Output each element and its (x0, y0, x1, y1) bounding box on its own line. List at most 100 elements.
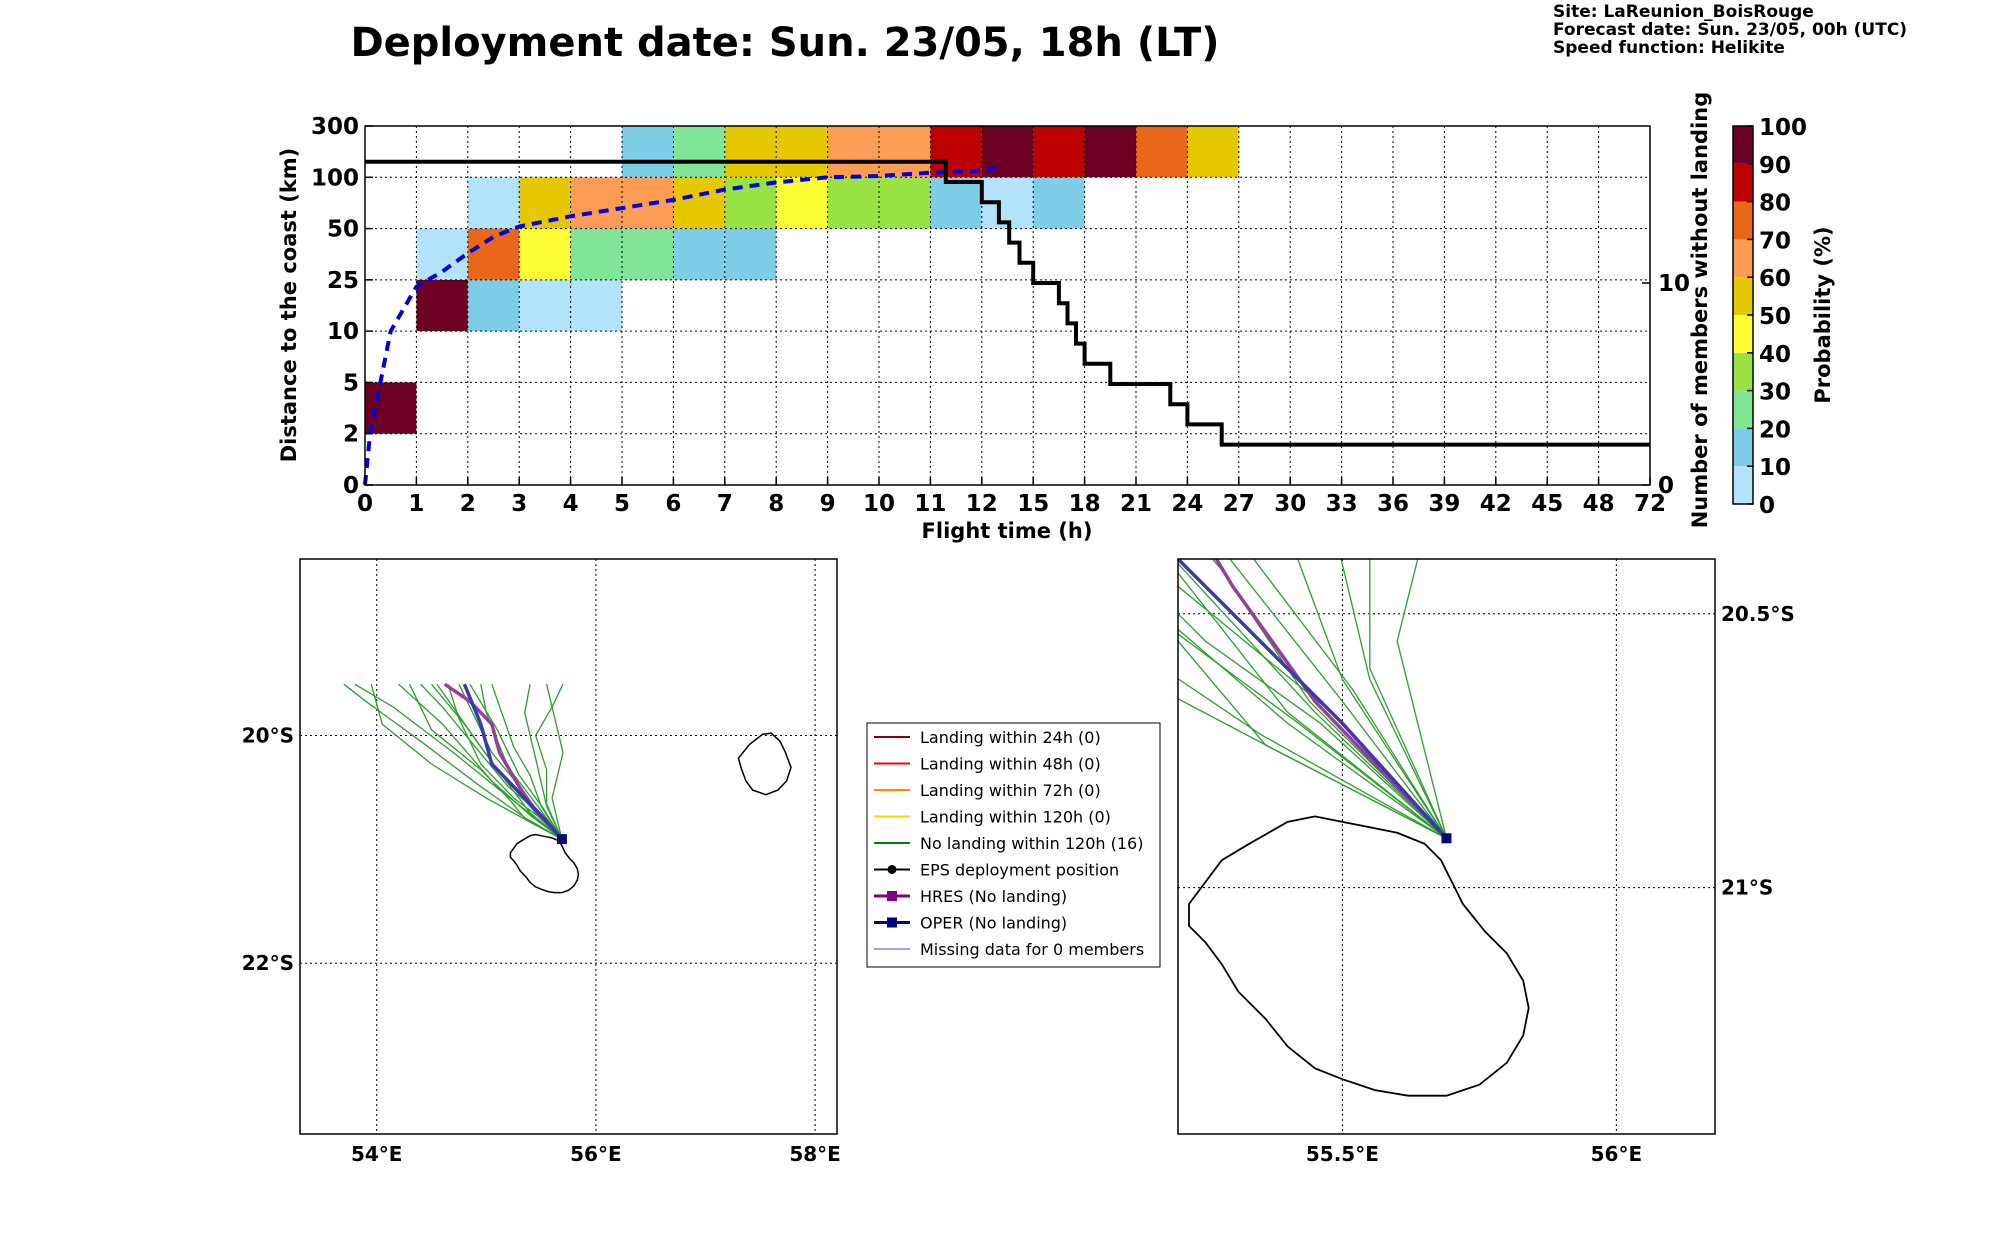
heatmap-cell (1033, 126, 1085, 178)
regional-map-frame (299, 558, 838, 1135)
heatmap-cell (570, 279, 622, 332)
heatmap-lines (363, 159, 1650, 486)
legend-label: Missing data for 0 members (920, 940, 1144, 959)
colorbar-tick-label: 70 (1759, 228, 1791, 254)
legend-label: OPER (No landing) (920, 914, 1067, 933)
colorbar-cells (1733, 126, 1753, 504)
colorbar-segment (1733, 163, 1753, 202)
lon-tick-label: 58°E (789, 1142, 841, 1166)
colorbar-tick-label: 90 (1759, 153, 1791, 179)
y-tick-label: 25 (327, 268, 359, 294)
x-tick-label: 10 (863, 491, 895, 517)
heatmap-cell (930, 126, 982, 178)
y-right-tick-label: 0 (1658, 473, 1674, 499)
zoom-map-frame (1177, 558, 1716, 1135)
colorbar-tick-label: 100 (1759, 115, 1807, 141)
heatmap-ticks: 0 1 2 3 4 5 6 7 8 9 10 11 12 15 18 21 24 27 30 33 36 39 42 45 48… (311, 114, 1690, 517)
regional-map-ticks: 54°E 56°E 58°E 20°S 22°S (242, 723, 841, 1166)
heatmap-cell (467, 177, 520, 229)
x-tick-label: 11 (914, 491, 946, 517)
deployment-marker (556, 834, 567, 845)
heatmap-cell (673, 177, 725, 229)
regional-map-coastlines (509, 732, 792, 894)
heatmap-cell (416, 279, 468, 332)
heatmap-cell (1084, 126, 1136, 178)
zoom-map-ticks: 55.5°E 56°E 20.5°S 21°S (1306, 602, 1795, 1166)
legend-label: No landing within 120h (16) (920, 834, 1143, 853)
ensemble-track (1178, 571, 1447, 839)
heatmap-cell (519, 177, 571, 229)
colorbar-segment (1733, 466, 1753, 504)
colorbar-segment (1733, 201, 1753, 240)
x-tick-label: 21 (1120, 491, 1152, 517)
heatmap-cell (827, 177, 879, 229)
x-tick-label: 42 (1480, 491, 1512, 517)
heatmap-cell (930, 177, 982, 229)
ensemble-track (343, 683, 563, 840)
heatmap-cell (622, 177, 674, 229)
colorbar-segment (1733, 352, 1753, 391)
zoom-map-coastline (1188, 815, 1530, 1097)
regional-map: 54°E 56°E 58°E 20°S 22°S (242, 558, 841, 1166)
ensemble-track (1252, 559, 1448, 839)
x-tick-label: 9 (820, 491, 836, 517)
forecast-label: Forecast date: Sun. 23/05, 00h (UTC) (1553, 20, 1907, 40)
oper-track (462, 683, 564, 841)
zoom-map-tracks (1178, 559, 1452, 844)
heatmap-grid (365, 126, 1650, 485)
legend-label: Landing within 48h (0) (920, 755, 1101, 774)
colorbar-segment (1733, 315, 1753, 353)
x-tick-label: 72 (1634, 491, 1666, 517)
y-tick-label: 5 (343, 370, 359, 396)
ensemble-track (1178, 677, 1447, 839)
heatmap-cell (879, 126, 931, 178)
heatmap-cell (622, 228, 674, 280)
zoom-map-grid (1178, 559, 1715, 1134)
speed-label: Speed function: Helikite (1553, 38, 1785, 58)
ensemble-track (1369, 559, 1448, 839)
lon-tick-label: 54°E (351, 1142, 403, 1166)
legend-marker (887, 865, 897, 874)
y-axis-label: Distance to the coast (km) (277, 148, 301, 463)
x-tick-label: 2 (460, 491, 476, 517)
heatmap-cell (776, 177, 828, 229)
ensemble-track (1178, 628, 1447, 839)
legend: Landing within 24h (0) Landing within 48h… (866, 722, 1161, 968)
y-tick-label: 50 (327, 217, 359, 243)
ensemble-track (1178, 612, 1447, 839)
legend-marker (887, 917, 897, 928)
legend-label: HRES (No landing) (920, 887, 1067, 906)
zoom-map: 55.5°E 56°E 20.5°S 21°S (1177, 558, 1795, 1166)
y-tick-label: 10 (327, 319, 359, 345)
oper-track (1178, 559, 1448, 840)
x-tick-label: 3 (511, 491, 527, 517)
legend-items: Landing within 24h (0) Landing within 48h… (874, 728, 1144, 959)
colorbar-label: Probability (%) (1811, 226, 1835, 403)
ensemble-track (534, 683, 564, 840)
x-tick-label: 18 (1069, 491, 1101, 517)
x-tick-label: 7 (717, 491, 733, 517)
lat-tick-label: 20.5°S (1721, 602, 1795, 626)
x-tick-label: 4 (563, 491, 579, 517)
y-right-tick-label: 10 (1658, 271, 1690, 297)
x-tick-label: 48 (1583, 491, 1615, 517)
colorbar-tick-label: 40 (1759, 342, 1791, 368)
heatmap-cell (416, 228, 468, 280)
ensemble-track (1396, 559, 1448, 839)
legend-box (866, 722, 1161, 968)
x-tick-label: 45 (1531, 491, 1563, 517)
mean-distance-line (363, 165, 1000, 486)
members-without-landing-line (365, 159, 1650, 447)
ensemble-track (1178, 562, 1447, 839)
x-tick-label: 1 (408, 491, 424, 517)
y-tick-label: 100 (311, 165, 359, 191)
lon-tick-label: 56°E (570, 1142, 622, 1166)
heatmap-cell (776, 126, 828, 178)
x-tick-label: 8 (768, 491, 784, 517)
x-tick-label: 33 (1326, 491, 1358, 517)
x-tick-label: 39 (1428, 491, 1460, 517)
colorbar-ticks: 0 10 20 30 40 50 60 70 80 90 100 (1747, 115, 1807, 519)
colorbar: 0 10 20 30 40 50 60 70 80 90 100 Probability (%) (1732, 115, 1835, 519)
x-tick-label: 30 (1274, 491, 1306, 517)
colorbar-tick-label: 60 (1759, 266, 1791, 292)
